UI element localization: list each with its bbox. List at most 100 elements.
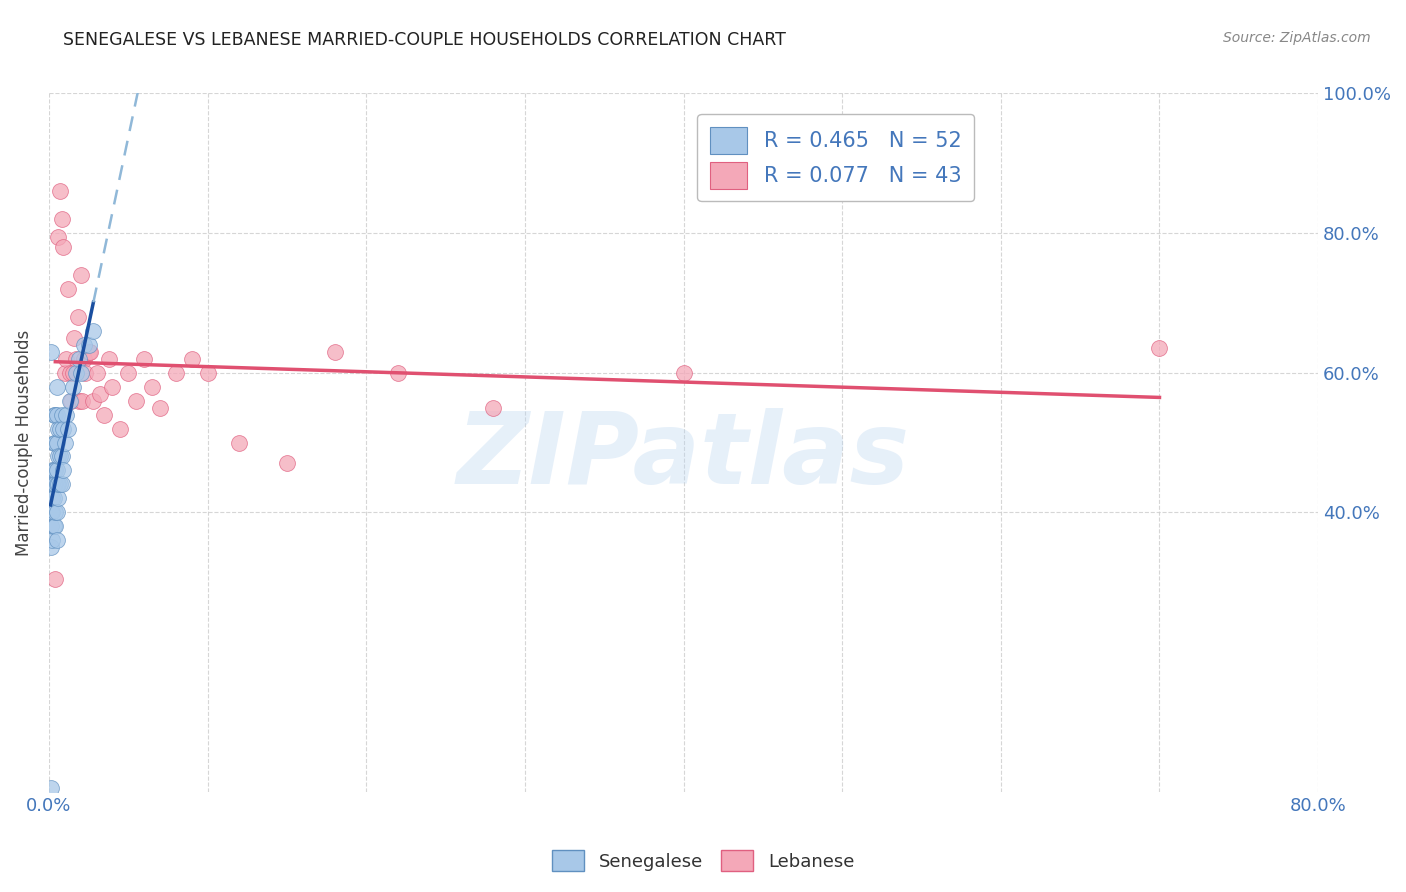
- Point: [98, 351, 121, 366]
- Point: [323, 344, 346, 359]
- Point: [56, 282, 79, 296]
- Point: [77, 344, 100, 359]
- Y-axis label: Married-couple Households: Married-couple Households: [15, 329, 32, 556]
- Point: [55, 408, 77, 422]
- Point: [48, 477, 70, 491]
- Text: ZIPatlas: ZIPatlas: [457, 408, 910, 505]
- Point: [93, 408, 115, 422]
- Point: [41, 463, 63, 477]
- Point: [42, 408, 65, 422]
- Text: SENEGALESE VS LEBANESE MARRIED-COUPLE HOUSEHOLDS CORRELATION CHART: SENEGALESE VS LEBANESE MARRIED-COUPLE HO…: [63, 31, 786, 49]
- Point: [45, 477, 67, 491]
- Point: [62, 379, 84, 393]
- Point: [49, 421, 72, 435]
- Legend: R = 0.465   N = 52, R = 0.077   N = 43: R = 0.465 N = 52, R = 0.077 N = 43: [697, 114, 974, 201]
- Point: [75, 366, 97, 380]
- Point: [45, 408, 67, 422]
- Point: [101, 379, 124, 393]
- Point: [165, 366, 187, 380]
- Point: [228, 435, 250, 450]
- Point: [65, 351, 87, 366]
- Point: [39, 781, 62, 796]
- Point: [58, 366, 80, 380]
- Point: [51, 450, 73, 464]
- Point: [45, 505, 67, 519]
- Point: [110, 421, 132, 435]
- Point: [45, 435, 67, 450]
- Point: [42, 463, 65, 477]
- Point: [67, 351, 90, 366]
- Point: [51, 212, 73, 227]
- Point: [44, 435, 66, 450]
- Point: [41, 491, 63, 506]
- Point: [52, 463, 75, 477]
- Point: [44, 505, 66, 519]
- Point: [44, 408, 66, 422]
- Point: [49, 477, 72, 491]
- Point: [42, 435, 65, 450]
- Point: [62, 366, 84, 380]
- Point: [134, 351, 156, 366]
- Point: [197, 366, 219, 380]
- Point: [149, 401, 172, 415]
- Point: [39, 344, 62, 359]
- Point: [44, 477, 66, 491]
- Point: [82, 324, 104, 338]
- Point: [42, 491, 65, 506]
- Point: [69, 366, 91, 380]
- Point: [52, 240, 75, 254]
- Point: [48, 229, 70, 244]
- Point: [79, 344, 101, 359]
- Text: Source: ZipAtlas.com: Source: ZipAtlas.com: [1223, 31, 1371, 45]
- Point: [89, 386, 111, 401]
- Point: [73, 351, 96, 366]
- Point: [39, 519, 62, 533]
- Point: [49, 184, 72, 198]
- Point: [60, 393, 83, 408]
- Point: [42, 477, 65, 491]
- Point: [387, 366, 409, 380]
- Point: [41, 533, 63, 548]
- Point: [72, 393, 94, 408]
- Legend: Senegalese, Lebanese: Senegalese, Lebanese: [544, 843, 862, 879]
- Point: [41, 505, 63, 519]
- Point: [44, 519, 66, 533]
- Point: [58, 393, 80, 408]
- Point: [51, 477, 73, 491]
- Point: [65, 366, 87, 380]
- Point: [77, 338, 100, 352]
- Point: [45, 379, 67, 393]
- Point: [482, 401, 505, 415]
- Point: [73, 338, 96, 352]
- Point: [82, 393, 104, 408]
- Point: [55, 351, 77, 366]
- Point: [276, 457, 298, 471]
- Point: [44, 572, 66, 586]
- Point: [1149, 341, 1171, 355]
- Point: [42, 519, 65, 533]
- Point: [44, 463, 66, 477]
- Point: [45, 533, 67, 548]
- Point: [48, 421, 70, 435]
- Point: [180, 351, 202, 366]
- Point: [69, 268, 91, 282]
- Point: [141, 379, 163, 393]
- Point: [39, 505, 62, 519]
- Point: [41, 477, 63, 491]
- Point: [51, 408, 73, 422]
- Point: [39, 541, 62, 555]
- Point: [672, 366, 695, 380]
- Point: [45, 463, 67, 477]
- Point: [67, 393, 90, 408]
- Point: [63, 331, 86, 345]
- Point: [49, 450, 72, 464]
- Point: [53, 435, 76, 450]
- Point: [125, 393, 148, 408]
- Point: [56, 421, 79, 435]
- Point: [117, 366, 139, 380]
- Point: [53, 366, 76, 380]
- Point: [66, 310, 89, 324]
- Point: [86, 366, 108, 380]
- Point: [48, 491, 70, 506]
- Point: [52, 421, 75, 435]
